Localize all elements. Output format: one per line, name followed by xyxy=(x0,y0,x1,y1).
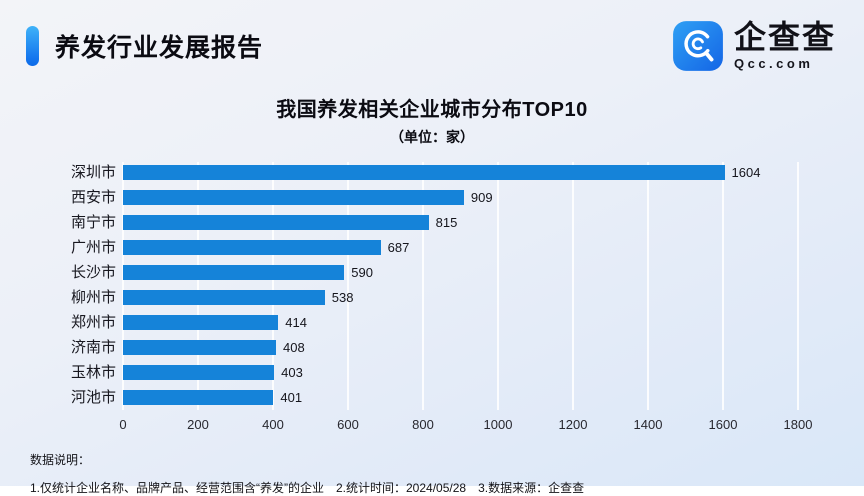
gridline-0 xyxy=(122,162,124,410)
chart-title: 我国养发相关企业城市分布TOP10 xyxy=(276,99,588,121)
bar xyxy=(123,190,464,205)
bar-value-label: 590 xyxy=(351,265,373,280)
bar-value-label: 403 xyxy=(281,365,303,380)
bar-row: 590 xyxy=(123,260,798,285)
gridline-1800 xyxy=(797,162,799,410)
gridline-1600 xyxy=(721,162,724,410)
bar xyxy=(123,390,274,405)
bar-value-label: 909 xyxy=(470,190,493,205)
category-label: 郑州市 xyxy=(70,314,116,331)
bar-row: 538 xyxy=(123,285,798,310)
gridline-600 xyxy=(346,162,349,410)
bar xyxy=(123,365,275,380)
category-label: 南宁市 xyxy=(70,214,116,231)
gridline-1000 xyxy=(497,162,499,410)
bar xyxy=(123,240,381,255)
bar-row: 687 xyxy=(123,235,798,260)
category-label: 柳州市 xyxy=(70,289,116,306)
category-label: 深圳市 xyxy=(70,164,116,181)
x-tick-label: 0 xyxy=(119,417,127,432)
bar xyxy=(123,265,345,280)
plot-area: 1604 909 815 687 590 538 414 408 403 401 xyxy=(122,160,799,410)
bar-chart: 深圳市西安市南宁市广州市长沙市柳州市郑州市济南市玉林市河池市 1604 909 81… xyxy=(48,160,864,410)
x-tick-label: 200 xyxy=(187,417,209,432)
x-tick-label: 1800 xyxy=(783,417,813,432)
x-tick-label: 800 xyxy=(412,417,434,432)
category-label: 河池市 xyxy=(70,389,116,406)
x-tick-label: 1000 xyxy=(483,417,513,432)
x-axis: 0 200 400 600 800 1000 1200 1400 1600 1800 xyxy=(119,417,812,437)
footer-label: 数据说明： xyxy=(30,453,91,467)
gridline-1200 xyxy=(571,162,574,410)
category-label: 玉林市 xyxy=(70,364,116,381)
x-tick-label: 400 xyxy=(262,417,284,432)
footer-note: 1.仅统计企业名称、品牌产品、经营范围含“养发”的企业 2.统计时间：2024/… xyxy=(30,481,585,495)
bar-row: 815 xyxy=(123,210,798,235)
bar-value-label: 401 xyxy=(280,390,303,405)
bar-row: 403 xyxy=(123,360,798,385)
bar-value-label: 815 xyxy=(435,215,458,230)
qcc-logo-text: 企查查 Qcc.com xyxy=(734,21,836,71)
qcc-logo-domain: Qcc.com xyxy=(733,55,814,71)
footer: 数据说明： 1.仅统计企业名称、品牌产品、经营范围含“养发”的企业 2.统计时间… xyxy=(30,451,864,496)
chart-subtitle: （单位：家） xyxy=(390,129,474,145)
bar xyxy=(123,290,325,305)
bar-value-label: 408 xyxy=(283,340,305,355)
category-label: 广州市 xyxy=(70,239,116,256)
bar-value-label: 414 xyxy=(285,315,307,330)
gridline-400 xyxy=(271,162,274,410)
gridline-1400 xyxy=(647,162,649,410)
x-tick-label: 600 xyxy=(337,417,359,432)
accent-bar xyxy=(26,26,39,66)
gridline-200 xyxy=(196,162,199,410)
qcc-logo-name: 企查查 xyxy=(733,19,836,56)
category-labels: 深圳市西安市南宁市广州市长沙市柳州市郑州市济南市玉林市河池市 xyxy=(48,160,116,410)
bar-row: 408 xyxy=(123,335,798,360)
category-label: 长沙市 xyxy=(70,264,116,281)
bar-row: 1604 xyxy=(123,160,798,185)
bar-row: 909 xyxy=(123,185,798,210)
bar-row: 414 xyxy=(123,310,798,335)
bar xyxy=(123,340,276,355)
qcc-logo-icon xyxy=(673,21,723,71)
bar xyxy=(123,215,429,230)
category-label: 西安市 xyxy=(70,189,116,206)
qcc-logo: 企查查 Qcc.com xyxy=(672,20,836,72)
bar-row: 401 xyxy=(123,385,798,410)
bar xyxy=(123,315,279,330)
header: 养发行业发展报告 企查查 Qcc.com xyxy=(0,0,864,72)
x-tick-label: 1400 xyxy=(633,417,663,432)
x-tick-label: 1200 xyxy=(558,417,588,432)
x-tick-label: 1600 xyxy=(708,417,738,432)
bar-value-label: 538 xyxy=(331,290,354,305)
report-title: 养发行业发展报告 xyxy=(55,34,264,62)
category-label: 济南市 xyxy=(70,339,116,356)
bar-value-label: 1604 xyxy=(731,165,761,180)
gridline-800 xyxy=(421,162,424,410)
bar-value-label: 687 xyxy=(387,240,410,255)
bar xyxy=(123,165,725,180)
